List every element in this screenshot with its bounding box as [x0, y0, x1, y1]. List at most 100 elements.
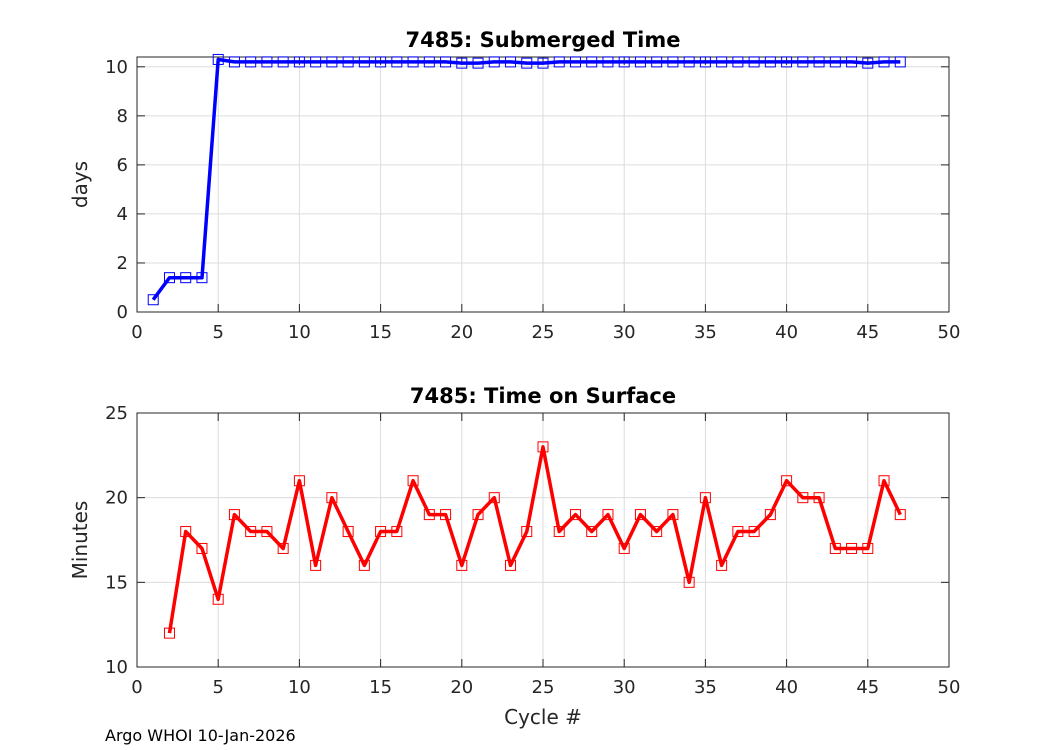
data-point-marker [228, 56, 240, 68]
data-point-marker [634, 509, 646, 521]
x-tick-label: 10 [288, 677, 311, 698]
x-tick-label: 15 [369, 677, 392, 698]
data-point-marker [862, 542, 874, 554]
data-point-marker [553, 56, 565, 68]
data-point-marker [894, 56, 906, 68]
data-point-marker [732, 56, 744, 68]
x-tick-label: 10 [288, 322, 311, 343]
data-point-marker [212, 53, 224, 65]
data-point-marker [147, 294, 159, 306]
data-point-marker [618, 56, 630, 68]
y-tick-label: 10 [105, 57, 128, 78]
y-tick-label: 2 [117, 253, 128, 274]
data-point-marker [440, 56, 452, 68]
y-tick-label: 10 [105, 657, 128, 678]
data-point-marker [667, 509, 679, 521]
data-point-marker [196, 272, 208, 284]
y-tick-label: 8 [117, 106, 128, 127]
data-point-marker [358, 559, 370, 571]
series-line [167, 445, 902, 634]
data-point-marker [456, 57, 468, 69]
y-axis-label: days [68, 161, 92, 208]
data-point-marker [326, 492, 338, 504]
x-tick-label: 0 [131, 677, 142, 698]
data-point-marker [829, 56, 841, 68]
y-tick-label: 6 [117, 155, 128, 176]
data-point-marker [228, 509, 240, 521]
data-point-marker [505, 56, 517, 68]
y-axis-label: Minutes [68, 501, 92, 580]
data-point-marker [521, 526, 533, 538]
x-tick-label: 5 [212, 677, 223, 698]
data-point-marker [310, 56, 322, 68]
data-point-marker [553, 526, 565, 538]
y-tick-label: 4 [117, 204, 128, 225]
data-point-marker [748, 56, 760, 68]
data-point-marker [310, 559, 322, 571]
data-point-marker [391, 526, 403, 538]
data-point-marker [456, 559, 468, 571]
x-tick-label: 5 [212, 322, 223, 343]
x-tick-label: 50 [938, 322, 961, 343]
data-point-marker [423, 56, 435, 68]
data-point-marker [277, 542, 289, 554]
data-point-marker [699, 492, 711, 504]
x-tick-label: 15 [369, 322, 392, 343]
data-point-marker [423, 509, 435, 521]
data-point-marker [277, 56, 289, 68]
x-tick-label: 0 [131, 322, 142, 343]
data-point-marker [472, 57, 484, 69]
y-tick-label: 20 [105, 488, 128, 509]
data-point-marker [212, 593, 224, 605]
x-tick-label: 25 [532, 322, 555, 343]
data-point-marker [748, 526, 760, 538]
data-point-marker [196, 542, 208, 554]
data-point-marker [261, 526, 273, 538]
data-point-marker [618, 542, 630, 554]
data-point-marker [667, 56, 679, 68]
data-point-marker [764, 56, 776, 68]
data-point-marker [634, 56, 646, 68]
x-tick-label: 30 [613, 322, 636, 343]
x-tick-label: 40 [775, 677, 798, 698]
data-point-marker [569, 56, 581, 68]
x-axis-label: Cycle # [504, 705, 582, 729]
data-point-marker [894, 509, 906, 521]
data-point-marker [797, 56, 809, 68]
data-point-marker [699, 56, 711, 68]
data-point-marker [716, 559, 728, 571]
data-point-marker [683, 56, 695, 68]
data-point-marker [342, 56, 354, 68]
data-point-marker [375, 56, 387, 68]
data-point-marker [407, 475, 419, 487]
y-tick-label: 15 [105, 572, 128, 593]
data-point-marker [781, 56, 793, 68]
data-point-marker [505, 559, 517, 571]
data-point-marker [342, 526, 354, 538]
data-point-marker [293, 475, 305, 487]
x-tick-label: 25 [532, 677, 555, 698]
data-point-marker [488, 56, 500, 68]
x-tick-label: 50 [938, 677, 961, 698]
x-tick-label: 30 [613, 677, 636, 698]
data-point-marker [358, 56, 370, 68]
data-point-marker [488, 492, 500, 504]
y-tick-label: 25 [105, 403, 128, 424]
surface-time-chart: 0 5 10 15 20 25 30 35 40 45 50 10 15 20 25 7485: Time o… [68, 384, 960, 729]
data-point-marker [651, 56, 663, 68]
data-point-marker [586, 56, 598, 68]
data-point-marker [732, 526, 744, 538]
footer-text: Argo WHOI 10-Jan-2026 [105, 726, 296, 745]
submerged-time-chart: 0 5 10 15 20 25 30 35 40 45 50 0 2 4 6 8 10 7485: Submerg… [68, 28, 960, 343]
data-point-marker [764, 509, 776, 521]
data-point-marker [163, 272, 175, 284]
data-point-marker [472, 509, 484, 521]
data-point-marker [862, 57, 874, 69]
x-tick-label: 45 [856, 677, 879, 698]
data-point-marker [245, 526, 257, 538]
chart-title: 7485: Time on Surface [410, 384, 676, 408]
data-point-marker [878, 56, 890, 68]
data-point-marker [326, 56, 338, 68]
data-point-marker [829, 542, 841, 554]
